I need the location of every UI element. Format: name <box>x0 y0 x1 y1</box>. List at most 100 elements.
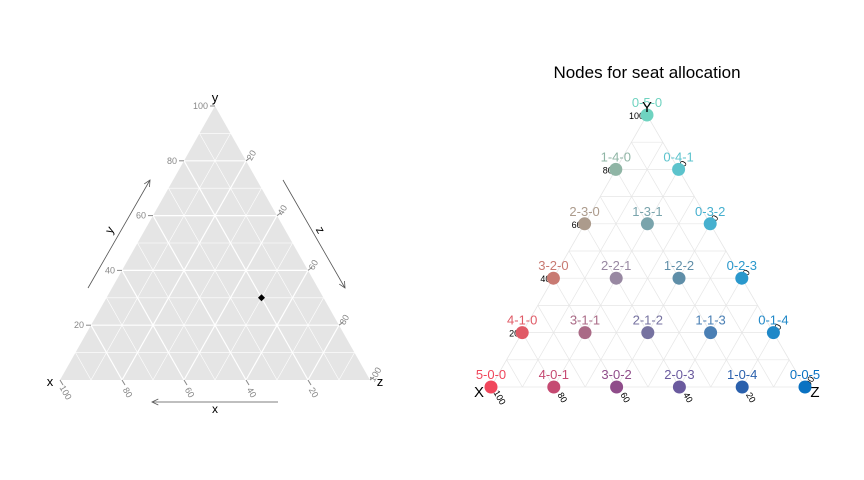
corner-label-x: x <box>47 374 54 389</box>
y-tick-label: 80 <box>603 165 613 175</box>
y-tick-label: 80 <box>167 156 177 166</box>
node-label: 4-0-1 <box>539 367 569 382</box>
node-point <box>640 108 654 122</box>
node-label: 3-2-0 <box>538 258 568 273</box>
x-axis-tick <box>59 379 64 386</box>
grid-line <box>199 133 340 381</box>
node-label: 0-2-3 <box>727 258 757 273</box>
node-label: 2-3-0 <box>569 204 599 219</box>
grid-line <box>521 332 555 388</box>
node-label: 1-3-1 <box>632 204 662 219</box>
x-tick-label: 60 <box>618 391 632 405</box>
node-point <box>515 326 529 340</box>
node-point <box>766 326 780 340</box>
y-tick-label: 60 <box>136 211 146 221</box>
node-point <box>578 326 592 340</box>
x-axis-tick <box>121 379 126 386</box>
grid-line <box>773 359 790 388</box>
node-label: 3-1-1 <box>570 313 600 328</box>
z-axis-tick <box>338 321 344 326</box>
y-axis-arrow <box>87 179 151 289</box>
corner-label-y: y <box>212 90 219 105</box>
node-point <box>798 380 812 394</box>
x-axis-tick <box>183 379 188 386</box>
node-point <box>735 271 749 285</box>
corner-label-Z: Z <box>810 384 819 401</box>
node-label: 2-0-3 <box>664 367 694 382</box>
y-tick-label: 40 <box>105 265 115 275</box>
grid-line <box>537 305 586 388</box>
grid-line <box>631 142 774 388</box>
node-point <box>578 217 592 231</box>
z-axis-tick <box>369 376 375 381</box>
z-tick-label: 40 <box>276 203 290 217</box>
z-axis-tick <box>276 212 282 217</box>
y-axis-arrow-head <box>143 179 151 188</box>
y-tick-label: 40 <box>540 274 550 284</box>
y-tick-label: 100 <box>629 111 644 121</box>
x-tick-label: 40 <box>681 391 695 405</box>
node-label: 1-2-2 <box>664 258 694 273</box>
z-axis-arrow-head <box>338 280 346 289</box>
node-point <box>610 380 624 394</box>
node-point <box>703 217 717 231</box>
x-tick-label: 20 <box>307 386 321 400</box>
grid-line <box>741 332 774 388</box>
z-tick-label: 80 <box>338 313 352 327</box>
grid-line <box>522 142 664 388</box>
node-label: 3-0-2 <box>601 367 631 382</box>
x-tick-label: 80 <box>121 386 135 400</box>
chart-title: Nodes for seat allocation <box>553 63 740 82</box>
grid-line <box>338 352 355 381</box>
z-tick-label: 60 <box>307 258 321 272</box>
node-point <box>640 217 654 231</box>
z-tick-label: 20 <box>245 148 259 162</box>
node-label: 4-1-0 <box>507 313 537 328</box>
x-tick-label: 100 <box>58 383 74 401</box>
node-label: 0-0-5 <box>790 367 820 382</box>
ternary-plot-nodes: Nodes for seat allocation 20406080100100… <box>474 63 820 407</box>
node-point <box>547 380 561 394</box>
node-label: 2-1-2 <box>633 313 663 328</box>
z-axis-tick <box>307 266 313 271</box>
grid-line <box>599 196 712 388</box>
node-point <box>735 380 749 394</box>
node-label: 0-3-2 <box>695 204 725 219</box>
y-tick-label: 20 <box>74 320 84 330</box>
node-label: 0-1-4 <box>758 313 788 328</box>
z-axis-tick <box>245 157 251 162</box>
z-axis-title: z <box>313 224 328 236</box>
node-label: 0-5-0 <box>632 95 662 110</box>
node-label: 1-1-3 <box>695 313 725 328</box>
corner-label-z: z <box>377 374 384 389</box>
grid-line <box>214 242 293 381</box>
node-point <box>672 162 686 176</box>
grid-line <box>647 250 727 388</box>
node-point <box>546 271 560 285</box>
grid-line <box>245 270 309 381</box>
y-tick-label: 100 <box>193 101 208 111</box>
grid-line <box>137 242 216 381</box>
grid-line <box>506 359 523 388</box>
node-label: 5-0-0 <box>476 367 506 382</box>
node-label: 1-0-4 <box>727 367 757 382</box>
node-point <box>672 380 686 394</box>
x-axis-arrow-head <box>151 398 159 406</box>
z-axis-arrow <box>282 179 346 289</box>
grid-line <box>568 250 649 388</box>
node-label: 0-4-1 <box>663 149 693 164</box>
y-tick-label: 20 <box>509 329 519 339</box>
x-tick-label: 80 <box>556 391 570 405</box>
corner-label-Y: Y <box>642 99 652 116</box>
grid-line <box>106 297 154 381</box>
x-axis-tick <box>307 379 312 386</box>
grid-line <box>90 324 123 381</box>
node-point <box>641 326 655 340</box>
grid-line <box>75 352 92 381</box>
node-label: 1-4-0 <box>601 149 631 164</box>
x-tick-label: 20 <box>744 391 758 405</box>
grid-line <box>710 305 758 388</box>
data-point <box>258 294 265 302</box>
x-tick-label: 60 <box>183 386 197 400</box>
